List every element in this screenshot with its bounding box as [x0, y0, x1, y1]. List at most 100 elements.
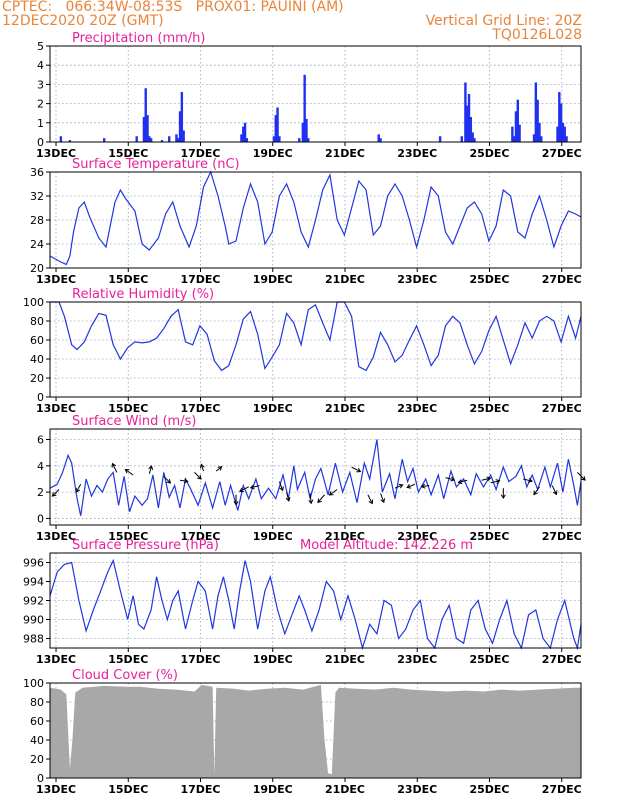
wind-panel [46, 428, 586, 529]
precip-bar [438, 136, 442, 142]
wind-ytick-label: 4 [37, 460, 44, 473]
precip-bar [379, 138, 382, 142]
wind-xtick-label: 27DEC [542, 530, 582, 543]
rh-xtick-label: 23DEC [397, 402, 437, 415]
wind-vector [148, 465, 153, 474]
wind-vector-head [308, 499, 314, 505]
rh-ytick-label: 0 [37, 391, 44, 404]
temp-xtick-label: 25DEC [469, 273, 509, 286]
wind-vector-head [552, 490, 558, 496]
wind-vector [421, 485, 430, 488]
pres-xtick-label: 25DEC [469, 653, 509, 666]
precip-bar [540, 136, 543, 142]
rh-frame [49, 301, 582, 398]
wind-vector [163, 475, 171, 484]
cloud-ytick-label: 80 [30, 696, 44, 709]
precip-xtick-label: 21DEC [325, 147, 365, 160]
wind-vector-head [51, 492, 57, 497]
precip-bar [177, 138, 180, 142]
precip-bar [512, 136, 516, 142]
precip-bar [466, 105, 469, 142]
cloud-xtick-label: 25DEC [469, 783, 509, 796]
cloud-xtick-label: 19DEC [253, 783, 293, 796]
wind-vector-head [457, 479, 463, 485]
precip-panel [46, 45, 582, 146]
precip-bar [305, 118, 308, 142]
pres-xtick-label: 15DEC [108, 653, 148, 666]
cloud-area [50, 684, 581, 778]
pres-panel [46, 552, 582, 652]
wind-vector-head [249, 484, 255, 490]
precip-xtick-label: 17DEC [180, 147, 220, 160]
precip-title: Precipitation (mm/h) [72, 31, 205, 46]
precip-xtick-label: 13DEC [36, 147, 76, 160]
pres-series-line [49, 558, 582, 651]
wind-vector-head [356, 467, 362, 473]
header: CPTEC: 066:34W-08:53S PROX01: PAUINI (AM… [0, 0, 618, 44]
wind-vector-head [420, 483, 426, 489]
cloud-frame [49, 682, 582, 779]
precip-xtick-label: 23DEC [397, 147, 437, 160]
wind-vector-head [528, 477, 533, 483]
header-station: CPTEC: 066:34W-08:53S PROX01: PAUINI (AM… [2, 0, 344, 15]
precip-bar [245, 138, 249, 142]
precip-xtick-label: 15DEC [108, 147, 148, 160]
precip-bar [561, 122, 565, 142]
wind-vector-head [495, 479, 501, 484]
precip-bar [276, 107, 279, 142]
rh-series-line [50, 301, 582, 372]
wind-vector [406, 483, 416, 488]
precip-ytick-label: 5 [37, 40, 44, 53]
precip-xtick-label: 19DEC [253, 147, 293, 160]
precip-xtick-label: 25DEC [469, 147, 509, 160]
wind-vector-head [450, 476, 456, 482]
wind-vector-head [183, 478, 189, 484]
wind-vector-head [581, 476, 586, 481]
precip-bar [243, 122, 247, 142]
wind-vector [329, 489, 338, 496]
precip-bar [168, 136, 171, 142]
wind-vector [286, 492, 290, 502]
rh-title: Relative Humidity (%) [72, 287, 214, 302]
cloud-ytick-label: 0 [37, 772, 44, 785]
temp-ytick-label: 20 [30, 262, 44, 275]
precip-bar [511, 126, 514, 142]
precip-xtick-label: 27DEC [542, 147, 582, 160]
precip-bar [240, 134, 243, 142]
cloud-xtick-label: 13DEC [36, 783, 76, 796]
pres-ytick-label: 994 [23, 576, 44, 589]
precip-bar [59, 136, 63, 142]
rh-ytick-label: 100 [23, 296, 44, 309]
temp-xtick-label: 23DEC [397, 273, 437, 286]
header-date: 12DEC2020 20Z (GMT) [2, 13, 164, 29]
wind-vector [309, 493, 312, 504]
wind-vector [75, 483, 82, 493]
wind-vector [380, 493, 385, 503]
wind-vector-head [197, 474, 202, 480]
wind-vector [490, 480, 500, 484]
wind-vector [445, 477, 455, 481]
rh-xtick-label: 27DEC [542, 402, 582, 415]
wind-vector [111, 463, 118, 473]
pres-annotation: Model Altitude: 142.226 m [300, 538, 473, 553]
wind-vector-head [317, 498, 322, 504]
cloud-xtick-label: 17DEC [180, 783, 220, 796]
wind-vector [481, 477, 491, 481]
precip-bar [146, 115, 149, 142]
wind-vector-head [217, 466, 223, 471]
temp-ytick-label: 32 [30, 190, 44, 203]
wind-vector [52, 489, 60, 497]
wind-vector-head [533, 490, 538, 496]
precip-bar [135, 136, 138, 142]
precip-bar [556, 126, 559, 142]
cloud-xtick-label: 15DEC [108, 783, 148, 796]
header-grid-line: Vertical Grid Line: 20Z [425, 13, 582, 29]
precip-frame [49, 45, 582, 143]
wind-vector [239, 486, 249, 492]
precip-bar [68, 140, 72, 142]
precip-bar [534, 82, 538, 142]
cloud-panel [46, 682, 582, 782]
rh-panel [46, 301, 582, 401]
wind-vector [250, 485, 260, 489]
temp-xtick-label: 21DEC [325, 273, 365, 286]
